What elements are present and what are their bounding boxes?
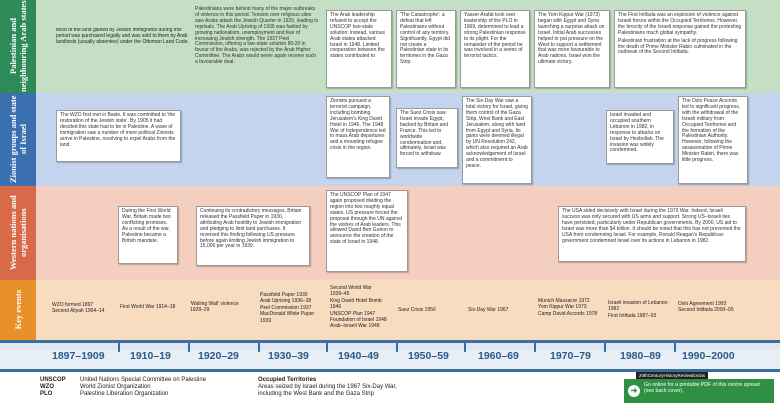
- zionist-note-5: Israel invaded and occupied southern Leb…: [606, 110, 674, 164]
- band-label-palestinian: Palestinian and neighbouring Arab states: [0, 0, 36, 93]
- decade-1910: 1910–19: [130, 350, 171, 362]
- key-events-1960: Six-Day War 1967: [468, 307, 508, 313]
- key-event-line: Munich Massacre 1972: [538, 298, 590, 304]
- promo-panel[interactable]: Go online for a printable PDF of this ce…: [624, 379, 774, 403]
- timeline-tick: [258, 342, 260, 352]
- timeline-tick: [534, 342, 536, 352]
- key-events-1950: Suez Crisis 1956: [398, 307, 436, 313]
- key-event-line: Second World War: [330, 285, 372, 291]
- key-event-line: 'Wailing Wall' violence: [190, 301, 239, 307]
- key-events-1990: Oslo Agreement 1993 Second Intifada 2000–…: [678, 301, 734, 314]
- decade-1940: 1940–49: [338, 350, 379, 362]
- key-event-line: Second Aliyah 1904–14: [52, 308, 105, 315]
- decade-1980: 1980–89: [620, 350, 661, 362]
- key-event-line: Foundation of Israel 1948: [330, 317, 387, 324]
- key-event-line: UNSCOP Plan 1947: [330, 310, 376, 317]
- palestinian-note-3: The Arab leadership refused to accept th…: [326, 10, 392, 88]
- promo-text: Go online for a printable PDF of this ce…: [644, 382, 760, 395]
- legend-row-plo: PLO Palestine Liberation Organization: [40, 391, 169, 397]
- timeline-bar: [0, 340, 780, 372]
- timeline-ticks: [118, 342, 676, 352]
- key-event-line: 1946: [330, 304, 342, 311]
- palestinian-note-7-text: The First Intifada was an explosion of v…: [618, 12, 742, 36]
- key-events-1920: 'Wailing Wall' violence 1928–29: [190, 301, 239, 314]
- legend-row-wzo: WZO World Zionist Organization: [40, 384, 151, 390]
- key-event-line: WZO formed 1897: [52, 302, 94, 308]
- key-events-1980: Israeli invasion of Lebanon 1982 First Int…: [608, 300, 668, 319]
- legend-occ-text-2: including the West Bank and the Gaza Str…: [258, 391, 374, 397]
- legend-occ-title: Occupied Territories: [258, 377, 317, 383]
- western-note-1: During the First World War, Britain made…: [118, 206, 178, 264]
- zionist-note-3: The Suez Crisis saw Israel invade Egypt,…: [396, 108, 458, 168]
- band-label-key-events: Key events: [0, 280, 36, 340]
- key-event-line: First World War 1914–18: [120, 304, 176, 310]
- timeline-tick: [118, 342, 120, 352]
- timeline-tick: [464, 342, 466, 352]
- western-note-4: The USA sided decisively with Israel dur…: [558, 206, 746, 262]
- zionist-note-1: The WZO first met in Basle. It was commi…: [56, 110, 181, 162]
- legend-occ-text-1: Areas seized by Israel during the 1967 S…: [258, 384, 397, 390]
- key-event-line: Arab Uprising 1936–38: [260, 298, 312, 305]
- palestinian-note-5: Yasser Arafat took over leadership of th…: [460, 10, 530, 88]
- key-event-line: Yom Kippur War 1973: [538, 304, 587, 311]
- decade-1950: 1950–59: [408, 350, 449, 362]
- zionist-note-6: The Oslo Peace Accords led to significan…: [678, 96, 748, 184]
- key-event-line: 1939: [260, 317, 272, 324]
- key-event-line: Suez Crisis 1956: [398, 307, 436, 313]
- key-event-line: Passfield Paper 1930: [260, 292, 308, 298]
- legend-abbreviations: UNSCOP United Nations Special Committee o…: [40, 377, 206, 398]
- western-note-3: The UNSCOP Plan of 1947 again proposed d…: [326, 190, 408, 272]
- key-event-line: First Intifada 1987–93: [608, 312, 657, 319]
- decade-1970: 1970–79: [550, 350, 591, 362]
- timeline-tick: [396, 342, 398, 352]
- promo-box[interactable]: 20thCenturyHistoryReviewExtras Go online…: [624, 372, 774, 404]
- key-event-line: Oslo Agreement 1993: [678, 301, 727, 307]
- band-key-events: Key events: [0, 280, 780, 340]
- key-events-1897: WZO formed 1897 Second Aliyah 1904–14: [52, 302, 105, 315]
- key-event-line: MacDonald White Paper: [260, 311, 315, 318]
- arrow-right-icon: ➜: [628, 385, 640, 397]
- legend-row-unscop: UNSCOP United Nations Special Committee o…: [40, 377, 207, 383]
- timeline-tick: [326, 342, 328, 352]
- decade-1960: 1960–69: [478, 350, 519, 362]
- promo-tag: 20thCenturyHistoryReviewExtras: [636, 372, 709, 379]
- key-event-line: Peel Commission 1937: [260, 304, 312, 311]
- palestinian-note-7b-text: Palestinian frustration at the lack of p…: [618, 37, 738, 56]
- palestinian-note-2: Palestinians were behind many of the maj…: [195, 6, 319, 66]
- decade-1930: 1930–39: [268, 350, 309, 362]
- palestinian-note-6: The Yom Kippur War (1973) began with Egy…: [534, 10, 610, 88]
- key-event-line: Six-Day War 1967: [468, 307, 509, 313]
- palestinian-note-7: The First Intifada was an explosion of v…: [614, 10, 746, 88]
- decade-1920: 1920–29: [198, 350, 239, 362]
- decade-1990: 1990–2000: [682, 350, 735, 362]
- key-event-line: King David Hotel Bomb: [330, 297, 382, 304]
- key-events-1930: Passfield Paper 1930 Arab Uprising 1936–3…: [260, 292, 314, 324]
- western-note-2: Continuing its contradictory messages, B…: [196, 206, 310, 266]
- decade-1897: 1897–1909: [52, 350, 105, 362]
- palestinian-note-4: 'The Catastrophe': a defeat that left Pa…: [396, 10, 456, 88]
- key-event-line: 1928–29: [190, 307, 210, 314]
- key-event-line: Second Intifada 2000–05: [678, 307, 734, 314]
- key-event-line: Camp David Accords 1978: [538, 310, 598, 317]
- key-event-line: 1982: [608, 306, 620, 313]
- key-event-line: Arab–Israeli War 1948: [330, 323, 380, 330]
- zionist-note-4: The Six-Day War saw a total victory for …: [462, 96, 532, 184]
- timeline-tick: [674, 342, 676, 352]
- key-events-1970: Munich Massacre 1972 Yom Kippur War 1973 C…: [538, 298, 597, 317]
- key-event-line: 1939–45: [330, 291, 350, 298]
- timeline-tick: [604, 342, 606, 352]
- key-events-1910: First World War 1914–18: [120, 304, 175, 310]
- key-events-1940: Second World War 1939–45 King David Hotel …: [330, 285, 387, 330]
- zionist-note-2: Zionists pursued a terrorist campaign, i…: [326, 96, 390, 178]
- key-event-line: Israeli invasion of Lebanon: [608, 300, 668, 306]
- legend-occupied-territories: Occupied Territories Areas seized by Isr…: [258, 377, 397, 398]
- band-label-zionist: Zionist groups and state of Israel: [0, 93, 36, 186]
- timeline-tick: [188, 342, 190, 352]
- palestinian-note-1: Most of the land gained by Jewish immigr…: [56, 28, 189, 45]
- band-label-western: Western nations and organisations: [0, 186, 36, 280]
